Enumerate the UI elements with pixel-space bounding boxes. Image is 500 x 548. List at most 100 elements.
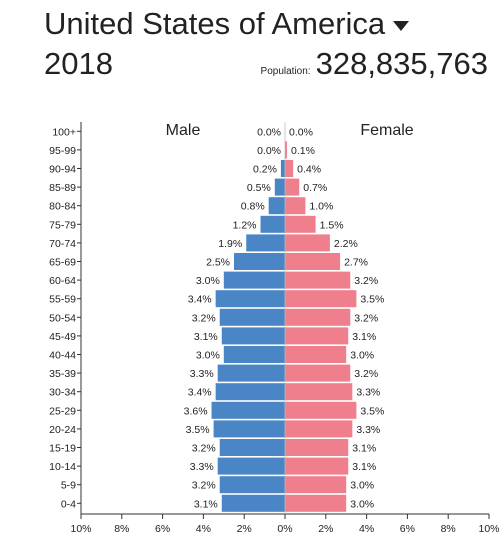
age-group-label: 10-14 [49, 461, 76, 473]
male-value-label: 0.5% [247, 182, 271, 194]
male-bar [219, 476, 285, 494]
female-value-label: 3.3% [356, 424, 380, 436]
female-value-label: 3.5% [360, 294, 384, 306]
male-value-label: 0.0% [257, 145, 281, 157]
female-value-label: 3.3% [356, 387, 380, 399]
male-bar [213, 420, 285, 438]
male-value-label: 3.3% [190, 461, 214, 473]
female-value-label: 2.7% [344, 257, 368, 269]
female-bar [285, 383, 353, 401]
male-value-label: 3.5% [186, 424, 210, 436]
male-value-label: 0.0% [257, 126, 281, 138]
female-legend-label: Female [360, 122, 413, 139]
female-bar [285, 494, 347, 512]
x-tick-label: 0% [277, 523, 292, 535]
male-bar [217, 457, 285, 475]
male-value-label: 3.2% [192, 312, 216, 324]
female-bar [285, 420, 353, 438]
age-group-label: 95-99 [49, 145, 76, 157]
male-value-label: 3.4% [188, 294, 212, 306]
x-tick-label: 8% [441, 523, 456, 535]
female-value-label: 3.1% [352, 331, 376, 343]
age-group-label: 25-29 [49, 405, 76, 417]
male-value-label: 3.1% [194, 331, 218, 343]
female-value-label: 3.0% [350, 480, 374, 492]
male-bar [246, 234, 285, 252]
male-bar [234, 253, 285, 270]
age-group-label: 5-9 [61, 480, 76, 492]
male-value-label: 3.2% [192, 443, 216, 455]
male-value-label: 3.6% [184, 405, 208, 417]
male-bar [268, 197, 285, 215]
male-bar [274, 178, 285, 196]
age-group-label: 100+ [52, 126, 76, 138]
female-bar [285, 327, 349, 345]
female-bar [285, 178, 300, 196]
population-value: 328,835,763 [315, 46, 488, 81]
female-bar [285, 290, 357, 308]
male-bar [221, 494, 285, 512]
age-group-label: 15-19 [49, 443, 76, 455]
male-bar [223, 346, 285, 363]
male-bar [217, 364, 285, 382]
age-group-label: 45-49 [49, 331, 76, 343]
female-value-label: 3.2% [354, 275, 378, 287]
male-bar [219, 439, 285, 456]
age-group-label: 80-84 [49, 201, 76, 213]
female-bar [285, 439, 349, 456]
x-tick-label: 2% [237, 523, 252, 535]
female-bar [285, 308, 351, 326]
x-tick-label: 6% [400, 523, 415, 535]
female-value-label: 0.1% [291, 145, 315, 157]
age-group-label: 50-54 [49, 312, 76, 324]
country-name: United States of America [44, 6, 386, 41]
male-value-label: 0.8% [241, 201, 265, 213]
male-bar [223, 271, 285, 289]
x-tick-label: 6% [155, 523, 170, 535]
age-group-label: 0-4 [61, 498, 76, 510]
male-legend-label: Male [166, 122, 201, 139]
female-bar [285, 215, 316, 233]
female-bar [285, 401, 357, 419]
year-label: 2018 [44, 46, 113, 81]
age-group-label: 70-74 [49, 238, 76, 250]
female-value-label: 3.1% [352, 461, 376, 473]
male-bar [215, 383, 285, 401]
male-bar [221, 327, 285, 345]
age-group-label: 75-79 [49, 219, 76, 231]
female-value-label: 0.7% [303, 182, 327, 194]
male-bar [219, 308, 285, 326]
female-value-label: 0.0% [289, 126, 313, 138]
age-group-label: 20-24 [49, 424, 76, 436]
age-group-label: 35-39 [49, 368, 76, 380]
age-group-label: 65-69 [49, 257, 76, 269]
male-bar [260, 215, 285, 233]
female-value-label: 3.0% [350, 350, 374, 362]
x-tick-label: 2% [318, 523, 333, 535]
female-value-label: 3.1% [352, 443, 376, 455]
x-tick-label: 4% [359, 523, 374, 535]
male-value-label: 3.2% [192, 480, 216, 492]
caret-down-icon[interactable] [393, 21, 410, 31]
male-value-label: 3.4% [188, 387, 212, 399]
male-value-label: 1.9% [218, 238, 242, 250]
female-value-label: 0.4% [297, 164, 321, 176]
x-tick-label: 8% [114, 523, 129, 535]
country-selector[interactable]: United States of America [44, 6, 410, 42]
population-label: Population: [260, 66, 311, 77]
female-bar [285, 160, 294, 177]
age-group-label: 60-64 [49, 275, 76, 287]
male-value-label: 2.5% [206, 257, 230, 269]
x-tick-label: 10% [70, 523, 91, 535]
female-value-label: 2.2% [334, 238, 358, 250]
male-value-label: 1.2% [233, 219, 257, 231]
male-bar [280, 160, 285, 177]
female-bar [285, 364, 351, 382]
male-value-label: 3.3% [190, 368, 214, 380]
female-value-label: 3.2% [354, 368, 378, 380]
female-bar [285, 253, 341, 270]
female-bar [285, 141, 288, 159]
female-bar [285, 197, 306, 215]
age-group-label: 30-34 [49, 387, 76, 399]
